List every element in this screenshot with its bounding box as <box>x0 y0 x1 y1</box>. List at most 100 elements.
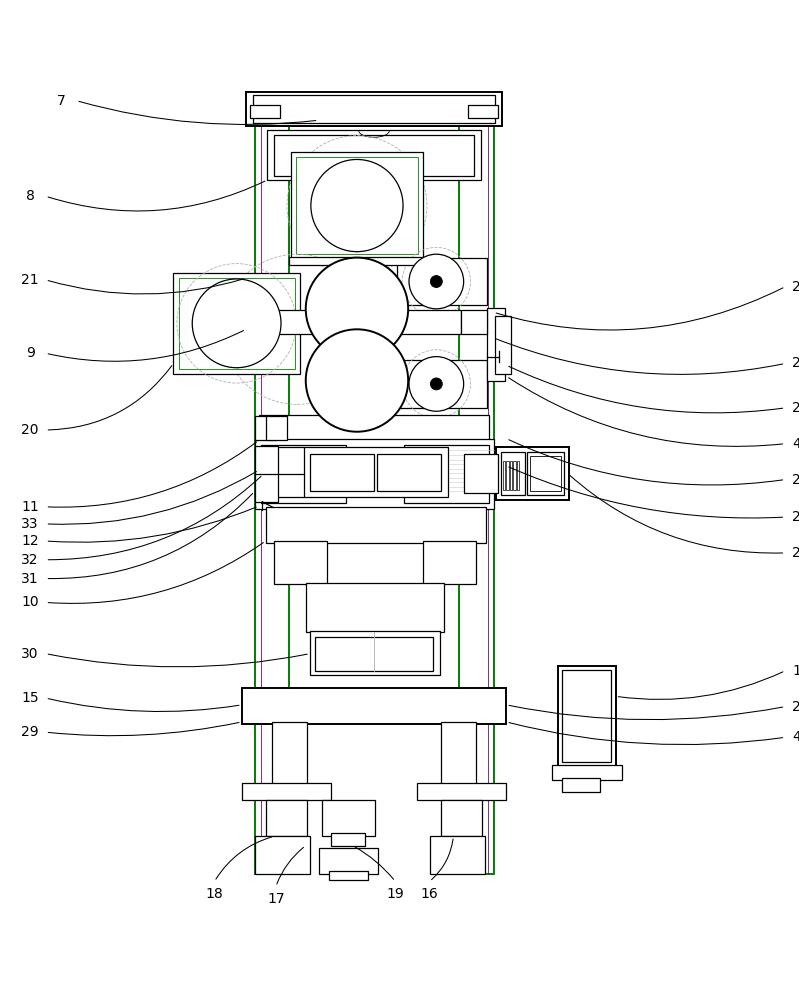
Bar <box>292 152 423 259</box>
Bar <box>255 447 304 497</box>
Bar <box>246 92 502 126</box>
Bar <box>242 688 507 724</box>
Bar <box>513 461 515 490</box>
Bar <box>255 446 278 502</box>
Text: 31: 31 <box>22 572 39 586</box>
Text: 33: 33 <box>22 517 39 531</box>
Text: 44: 44 <box>792 437 799 451</box>
Bar <box>551 765 622 780</box>
Bar <box>288 257 423 265</box>
Bar <box>265 416 287 440</box>
Bar <box>495 316 511 374</box>
Bar <box>255 439 494 509</box>
Text: 11: 11 <box>22 500 39 514</box>
Text: 12: 12 <box>22 534 39 548</box>
Bar <box>503 461 506 490</box>
Bar <box>255 114 288 874</box>
Bar <box>558 666 615 766</box>
Bar <box>310 631 439 675</box>
Circle shape <box>431 378 443 390</box>
Bar <box>260 445 346 503</box>
Bar <box>527 452 564 495</box>
Bar <box>252 95 495 123</box>
Bar <box>442 800 483 836</box>
Bar <box>487 308 506 381</box>
Circle shape <box>306 329 408 432</box>
Bar <box>531 456 561 491</box>
Bar <box>242 783 332 800</box>
Bar <box>397 258 487 305</box>
Bar <box>306 583 444 632</box>
Bar <box>440 722 476 786</box>
Bar <box>507 461 509 490</box>
Bar <box>332 833 365 846</box>
Bar <box>423 541 475 584</box>
Bar <box>173 273 300 374</box>
Text: 16: 16 <box>420 887 439 901</box>
Bar <box>250 105 280 118</box>
Bar <box>404 445 489 503</box>
Text: 19: 19 <box>387 887 404 901</box>
Circle shape <box>409 357 463 411</box>
Bar <box>265 800 307 836</box>
Bar <box>430 836 485 874</box>
Bar <box>310 454 374 491</box>
Text: 14: 14 <box>792 664 799 678</box>
Bar <box>501 452 525 495</box>
Bar <box>562 778 600 792</box>
Bar <box>180 278 295 369</box>
Bar <box>296 157 418 254</box>
Bar <box>319 848 378 874</box>
Bar <box>274 541 327 584</box>
Bar <box>417 783 507 800</box>
Text: 24: 24 <box>792 401 799 415</box>
Bar <box>265 310 358 334</box>
Text: 27: 27 <box>792 546 799 560</box>
Bar <box>315 637 433 671</box>
Bar <box>255 836 310 874</box>
Bar <box>562 670 611 762</box>
Circle shape <box>409 254 463 309</box>
Bar <box>468 105 498 118</box>
Bar <box>255 416 276 440</box>
Text: 15: 15 <box>22 691 39 705</box>
Bar <box>461 310 487 334</box>
Text: 17: 17 <box>267 892 284 906</box>
Bar <box>397 360 487 408</box>
Text: 32: 32 <box>22 553 39 567</box>
Bar <box>459 114 494 874</box>
Bar <box>463 454 498 493</box>
Text: 26: 26 <box>792 510 799 524</box>
Bar <box>259 415 489 440</box>
Circle shape <box>311 159 403 252</box>
Bar <box>376 454 440 491</box>
Circle shape <box>193 279 281 368</box>
Text: 28: 28 <box>792 700 799 714</box>
Text: 22: 22 <box>792 280 799 294</box>
Text: 23: 23 <box>792 356 799 370</box>
Bar <box>496 447 569 500</box>
Text: 20: 20 <box>22 423 39 437</box>
Bar <box>268 130 481 180</box>
Bar <box>510 461 512 490</box>
Circle shape <box>306 258 408 360</box>
Bar <box>322 800 375 836</box>
Circle shape <box>431 276 443 287</box>
Bar <box>272 722 308 786</box>
Text: 18: 18 <box>205 887 223 901</box>
Text: 10: 10 <box>22 595 39 609</box>
Text: 21: 21 <box>22 273 39 287</box>
Bar <box>274 135 474 176</box>
Text: 30: 30 <box>22 647 39 661</box>
Bar <box>391 310 461 334</box>
Text: 45: 45 <box>792 730 799 744</box>
Text: 9: 9 <box>26 346 34 360</box>
Text: 7: 7 <box>57 94 66 108</box>
Text: 29: 29 <box>22 725 39 739</box>
Text: 8: 8 <box>26 189 34 203</box>
Bar <box>329 871 368 880</box>
Bar <box>303 447 448 497</box>
Text: 25: 25 <box>792 473 799 487</box>
Bar <box>517 461 519 490</box>
Bar <box>265 507 486 543</box>
